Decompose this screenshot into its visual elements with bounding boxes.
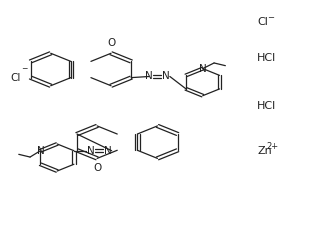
Text: HCl: HCl bbox=[257, 53, 276, 63]
Text: Zn: Zn bbox=[257, 146, 272, 156]
Text: Cl: Cl bbox=[257, 17, 268, 27]
Text: 2+: 2+ bbox=[267, 142, 279, 151]
Text: Cl: Cl bbox=[10, 73, 21, 83]
Text: N: N bbox=[104, 146, 111, 156]
Text: N: N bbox=[37, 146, 44, 156]
Text: N: N bbox=[87, 146, 95, 156]
Text: O: O bbox=[93, 163, 101, 173]
Text: −: − bbox=[267, 14, 274, 22]
Text: HCl: HCl bbox=[257, 101, 276, 111]
Text: O: O bbox=[107, 38, 115, 48]
Text: N: N bbox=[162, 72, 169, 81]
Text: −: − bbox=[21, 64, 27, 73]
Text: N: N bbox=[145, 72, 153, 81]
Text: N: N bbox=[199, 64, 207, 74]
